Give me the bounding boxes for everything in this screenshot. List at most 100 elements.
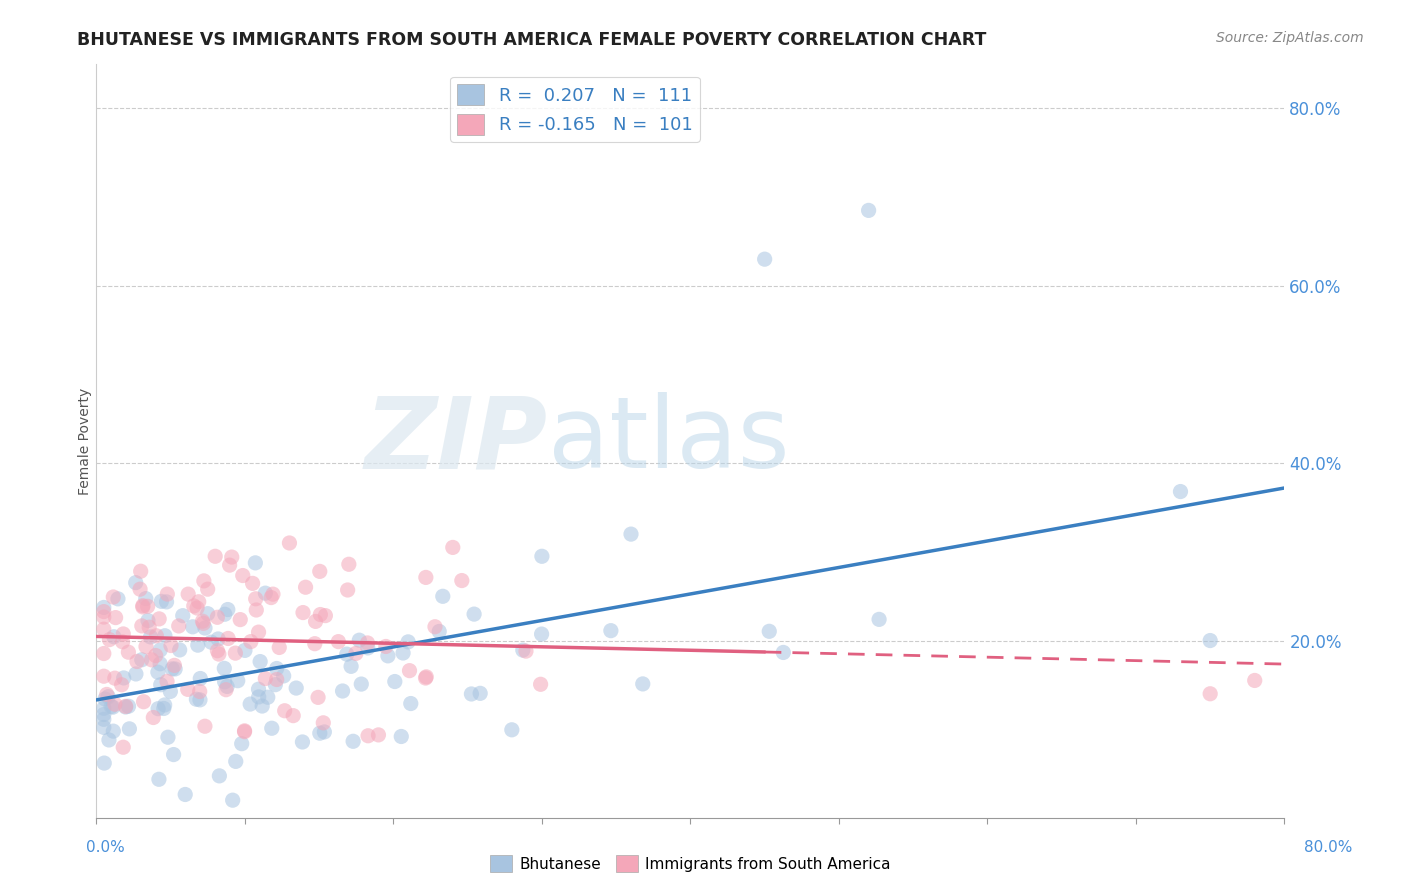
Point xyxy=(129,564,152,578)
Point xyxy=(754,252,776,267)
Point xyxy=(264,678,287,692)
Point xyxy=(389,730,412,744)
Point xyxy=(172,608,194,623)
Point xyxy=(159,684,181,698)
Point xyxy=(93,707,115,722)
Point xyxy=(224,646,246,660)
Point xyxy=(132,599,155,614)
Point xyxy=(156,730,179,744)
Point xyxy=(188,693,211,707)
Point xyxy=(160,662,183,676)
Point xyxy=(332,684,354,698)
Point xyxy=(225,755,247,769)
Point xyxy=(291,735,314,749)
Point xyxy=(247,682,270,697)
Point xyxy=(142,710,165,724)
Point xyxy=(304,615,326,629)
Point xyxy=(758,624,780,639)
Point xyxy=(104,610,127,624)
Point xyxy=(145,629,167,643)
Point xyxy=(207,632,229,646)
Point xyxy=(250,699,273,714)
Point xyxy=(146,701,169,715)
Point xyxy=(1199,633,1222,648)
Point xyxy=(139,630,162,644)
Point xyxy=(111,678,134,692)
Point xyxy=(93,701,115,715)
Point xyxy=(336,582,359,597)
Point xyxy=(254,672,277,686)
Point xyxy=(460,687,482,701)
Point xyxy=(208,769,231,783)
Point xyxy=(148,612,170,626)
Point xyxy=(117,699,139,714)
Point xyxy=(285,681,308,695)
Point xyxy=(188,684,211,698)
Point xyxy=(294,580,316,594)
Point xyxy=(214,661,236,675)
Point xyxy=(207,643,229,657)
Point xyxy=(112,740,135,755)
Point xyxy=(427,624,450,639)
Point xyxy=(314,725,336,739)
Point xyxy=(146,665,169,680)
Point xyxy=(96,688,118,702)
Point xyxy=(112,627,135,641)
Text: ZIP: ZIP xyxy=(364,392,548,490)
Point xyxy=(273,704,295,718)
Point xyxy=(148,772,170,787)
Point xyxy=(149,678,172,692)
Point xyxy=(307,690,329,705)
Point xyxy=(97,733,120,747)
Point xyxy=(197,582,219,596)
Point xyxy=(163,658,186,673)
Point xyxy=(415,570,437,584)
Point xyxy=(415,671,437,685)
Point xyxy=(283,708,305,723)
Point xyxy=(101,700,124,714)
Point xyxy=(247,690,270,704)
Point xyxy=(304,637,326,651)
Point xyxy=(183,599,205,613)
Point xyxy=(218,558,240,573)
Point xyxy=(217,632,239,646)
Point xyxy=(191,614,214,628)
Point xyxy=(117,645,139,659)
Text: atlas: atlas xyxy=(548,392,789,490)
Point xyxy=(415,670,437,684)
Point xyxy=(186,692,208,706)
Point xyxy=(367,728,389,742)
Point xyxy=(214,607,236,622)
Point xyxy=(187,595,209,609)
Point xyxy=(93,622,115,636)
Point xyxy=(215,682,238,697)
Point xyxy=(111,635,134,649)
Point xyxy=(93,756,115,770)
Point xyxy=(131,619,153,633)
Point xyxy=(193,574,215,588)
Point xyxy=(374,640,396,654)
Point xyxy=(396,635,419,649)
Point xyxy=(530,677,553,691)
Point xyxy=(858,203,880,218)
Point xyxy=(107,591,129,606)
Point xyxy=(141,653,163,667)
Point xyxy=(204,549,226,564)
Point xyxy=(135,640,157,654)
Point xyxy=(93,720,115,734)
Point xyxy=(103,630,125,644)
Point xyxy=(239,634,262,648)
Point xyxy=(1243,673,1265,688)
Point xyxy=(314,608,336,623)
Point xyxy=(266,661,288,675)
Point xyxy=(98,632,121,647)
Point xyxy=(132,695,155,709)
Point xyxy=(135,591,157,606)
Point xyxy=(138,620,160,634)
Point xyxy=(100,699,122,714)
Point xyxy=(247,625,270,640)
Point xyxy=(233,643,256,657)
Point xyxy=(242,576,264,591)
Point xyxy=(162,747,184,762)
Point xyxy=(136,599,159,614)
